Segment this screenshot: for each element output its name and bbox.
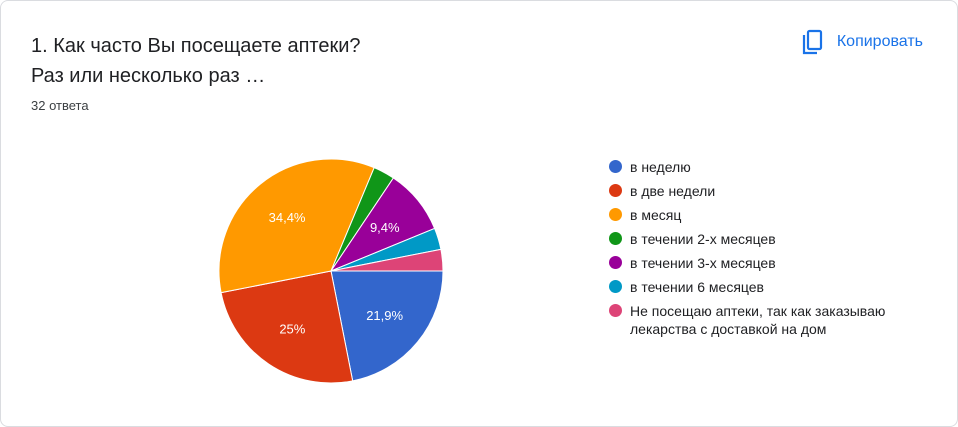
slice-label: 34,4% <box>269 210 306 225</box>
copy-button-label: Копировать <box>836 33 923 50</box>
slice-label: 25% <box>279 322 305 337</box>
question-title: 1. Как часто Вы посещаете аптеки? Раз ил… <box>31 35 361 87</box>
legend-swatch <box>609 184 622 197</box>
legend-item: в неделю <box>609 158 909 176</box>
legend-label: в течении 2-х месяцев <box>630 231 776 247</box>
slice-label: 21,9% <box>366 308 403 323</box>
pie-chart-svg: 21,9% 25% 34,4% 9,4% <box>218 158 444 384</box>
legend-swatch <box>609 304 622 317</box>
legend-label: в неделю <box>630 159 691 175</box>
legend-swatch <box>609 232 622 245</box>
chart-legend: в неделю в две недели в месяц в течении 2-х… <box>609 158 909 344</box>
legend-label: в месяц <box>630 207 682 223</box>
slice-label: 9,4% <box>370 220 400 235</box>
legend-label: в течении 3-х месяцев <box>630 255 776 271</box>
legend-swatch <box>609 256 622 269</box>
response-count: 32 ответа <box>31 98 89 113</box>
legend-label: в течении 6 месяцев <box>630 279 764 295</box>
pie-slice[interactable] <box>330 248 444 272</box>
copy-icon <box>801 28 825 56</box>
legend-item: в течении 3-х месяцев <box>609 254 909 272</box>
legend-item: Не посещаю аптеки, так как заказываю лек… <box>609 302 909 338</box>
copy-button[interactable]: Копировать <box>797 26 927 58</box>
legend-item: в две недели <box>609 182 909 200</box>
pie-slice[interactable] <box>330 270 444 382</box>
legend-swatch <box>609 208 622 221</box>
legend-label: Не посещаю аптеки, так как заказываю лек… <box>630 303 886 337</box>
legend-swatch <box>609 280 622 293</box>
legend-swatch <box>609 160 622 173</box>
legend-item: в течении 2-х месяцев <box>609 230 909 248</box>
legend-item: в месяц <box>609 206 909 224</box>
pie-chart: 21,9% 25% 34,4% 9,4% <box>201 141 461 401</box>
legend-label: в две недели <box>630 183 716 199</box>
legend-item: в течении 6 месяцев <box>609 278 909 296</box>
pie-slice[interactable] <box>220 270 354 384</box>
